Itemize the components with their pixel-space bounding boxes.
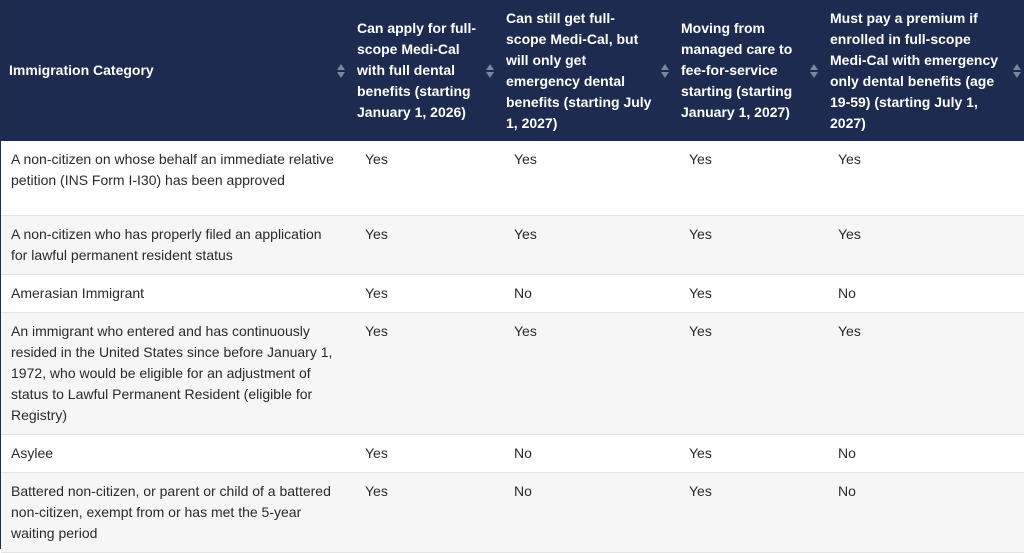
table-row: A non-citizen who has properly filed an … (1, 215, 1024, 275)
column-header-emergency-dental[interactable]: Can still get full-scope Medi-Cal, but w… (498, 0, 673, 141)
emergency-dental-cell: No (498, 434, 673, 473)
column-header-label: Can apply for full-scope Medi-Cal with f… (357, 20, 476, 120)
full-dental-cell: Yes (349, 472, 498, 553)
full-dental-cell: Yes (349, 274, 498, 313)
full-dental-cell: Yes (349, 434, 498, 473)
table-header: Immigration Category Can apply for full-… (1, 0, 1024, 141)
premium-cell: No (822, 472, 1024, 553)
full-dental-cell: Yes (349, 312, 498, 435)
sort-icon[interactable] (337, 62, 345, 80)
column-header-premium[interactable]: Must pay a premium if enrolled in full-s… (822, 0, 1024, 141)
premium-cell: Yes (822, 312, 1024, 435)
sort-icon[interactable] (486, 62, 494, 80)
table-body: A non-citizen on whose behalf an immedia… (1, 141, 1024, 553)
column-header-label: Immigration Category (9, 62, 154, 78)
table-row: Asylee Yes No Yes No (1, 434, 1024, 473)
emergency-dental-cell: No (498, 274, 673, 313)
column-header-full-scope-full-dental[interactable]: Can apply for full-scope Medi-Cal with f… (349, 0, 498, 141)
category-cell: Amerasian Immigrant (1, 274, 349, 313)
column-header-label: Can still get full-scope Medi-Cal, but w… (506, 9, 652, 131)
full-dental-cell: Yes (349, 215, 498, 275)
header-row: Immigration Category Can apply for full-… (1, 0, 1024, 141)
column-header-label: Moving from managed care to fee-for-serv… (681, 20, 793, 120)
sort-icon[interactable] (810, 62, 818, 80)
column-header-fee-for-service[interactable]: Moving from managed care to fee-for-serv… (673, 0, 822, 141)
fee-for-service-cell: Yes (673, 274, 822, 313)
column-header-label: Must pay a premium if enrolled in full-s… (830, 9, 999, 131)
sort-icon[interactable] (661, 62, 669, 80)
column-header-immigration-category[interactable]: Immigration Category (1, 0, 349, 141)
full-dental-cell: Yes (349, 141, 498, 216)
category-cell: Asylee (1, 434, 349, 473)
premium-cell: No (822, 434, 1024, 473)
fee-for-service-cell: Yes (673, 141, 822, 216)
fee-for-service-cell: Yes (673, 434, 822, 473)
sort-icon[interactable] (1013, 62, 1021, 80)
category-cell: Battered non-citizen, or parent or child… (1, 472, 349, 553)
category-cell: An immigrant who entered and has continu… (1, 312, 349, 435)
emergency-dental-cell: Yes (498, 312, 673, 435)
category-cell: A non-citizen on whose behalf an immedia… (1, 141, 349, 216)
table-row: An immigrant who entered and has continu… (1, 312, 1024, 435)
table-row: A non-citizen on whose behalf an immedia… (1, 141, 1024, 216)
premium-cell: No (822, 274, 1024, 313)
premium-cell: Yes (822, 215, 1024, 275)
emergency-dental-cell: Yes (498, 141, 673, 216)
category-cell: A non-citizen who has properly filed an … (1, 215, 349, 275)
emergency-dental-cell: No (498, 472, 673, 553)
table-row: Amerasian Immigrant Yes No Yes No (1, 274, 1024, 313)
premium-cell: Yes (822, 141, 1024, 216)
emergency-dental-cell: Yes (498, 215, 673, 275)
fee-for-service-cell: Yes (673, 472, 822, 553)
fee-for-service-cell: Yes (673, 215, 822, 275)
table-row: Battered non-citizen, or parent or child… (1, 472, 1024, 553)
fee-for-service-cell: Yes (673, 312, 822, 435)
